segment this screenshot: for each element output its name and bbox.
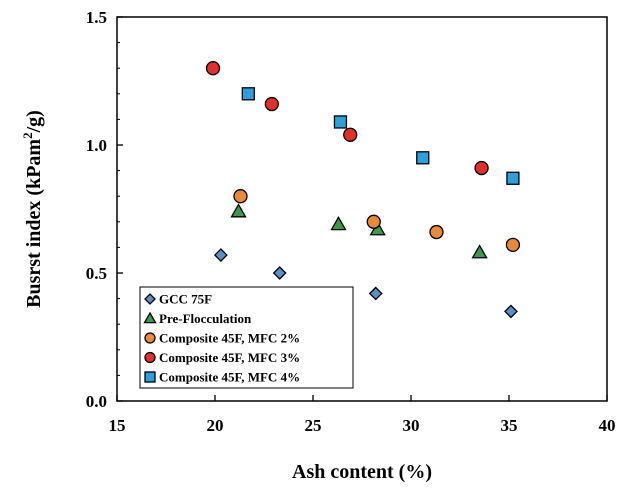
y-axis-title: Busrst index (kPam2/g): [20, 110, 45, 308]
data-point: [471, 244, 488, 259]
data-point: [241, 87, 255, 101]
y-axis-title-superscript: 2: [20, 132, 35, 139]
legend-marker: [144, 293, 156, 305]
y-tick-label: 0.5: [86, 264, 107, 283]
x-tick-label: 25: [305, 416, 322, 435]
data-point: [343, 127, 358, 142]
legend-marker: [143, 311, 157, 324]
data-point: [505, 237, 521, 252]
data-point: [330, 216, 347, 231]
x-tick-labels: 15 20 25 30 35 40: [109, 416, 616, 435]
data-point: [264, 96, 279, 112]
legend-box: [139, 286, 354, 389]
legend-label: Composite 45F, MFC 3%: [159, 350, 300, 365]
data-point: [333, 115, 348, 129]
legend: GCC 75F Pre-Flocculation Composite 45F, MF…: [139, 286, 354, 389]
x-tick-label: 40: [599, 416, 616, 435]
x-tick-label: 30: [403, 416, 420, 435]
x-tick-label: 15: [109, 416, 126, 435]
series-composite-45f-mfc-2: [233, 189, 521, 252]
series-pre-flocculation: [230, 203, 488, 259]
legend-label: Pre-Flocculation: [159, 311, 252, 326]
data-point: [504, 304, 518, 319]
data-point: [233, 189, 248, 204]
legend-marker: [144, 332, 156, 344]
legend-label: Composite 45F, MFC 4%: [159, 370, 300, 385]
legend-marker: [144, 371, 156, 383]
legend-label: GCC 75F: [159, 292, 212, 307]
data-point: [506, 171, 520, 185]
legend-marker: [144, 351, 156, 364]
data-point: [429, 224, 444, 240]
data-points: [205, 61, 521, 319]
data-point: [213, 248, 228, 262]
series-composite-45f-mfc-3: [205, 61, 489, 176]
legend-label: Composite 45F, MFC 2%: [159, 331, 300, 346]
x-tick-label: 35: [501, 416, 518, 435]
series-composite-45f-mfc-4: [241, 87, 520, 185]
data-point: [474, 160, 489, 176]
data-point: [272, 266, 287, 280]
y-tick-label: 1.5: [86, 8, 107, 27]
y-tick-labels: 0.0 0.5 1.0 1.5: [86, 8, 107, 411]
series-gcc-75f: [213, 248, 518, 319]
data-point: [205, 61, 221, 76]
data-point: [230, 203, 247, 218]
data-point: [416, 151, 430, 165]
y-tick-label: 1.0: [86, 136, 107, 155]
x-axis-title: Ash content (%): [292, 461, 432, 483]
y-tick-label: 0.0: [86, 392, 107, 411]
axis-ticks: [116, 16, 608, 402]
x-tick-label: 20: [207, 416, 224, 435]
data-point: [368, 286, 383, 301]
data-point: [366, 214, 381, 229]
